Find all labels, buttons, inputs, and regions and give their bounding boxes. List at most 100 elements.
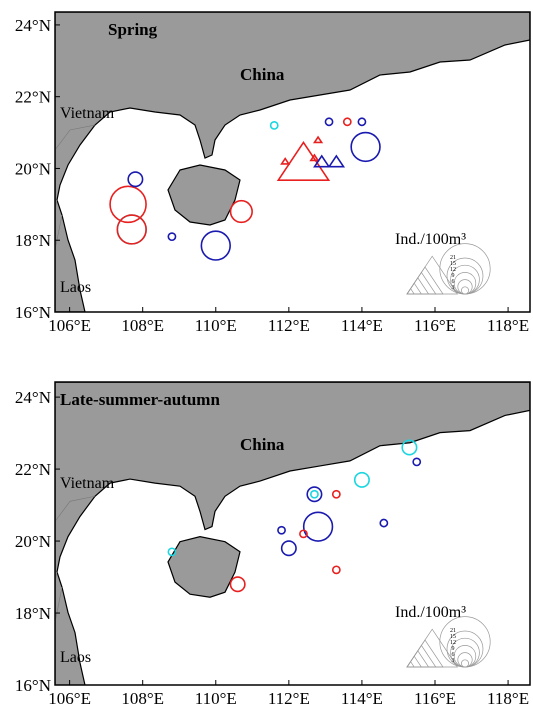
y-tick-label: 16°N bbox=[15, 303, 51, 322]
circle-marker bbox=[412, 457, 422, 467]
legend-triangle bbox=[406, 655, 423, 668]
circle-marker bbox=[277, 525, 286, 535]
legend-circle bbox=[453, 645, 477, 668]
circle-marker bbox=[353, 471, 370, 488]
legend-size-label: 9 bbox=[452, 646, 455, 652]
x-tick-label: 116°E bbox=[414, 689, 456, 708]
place-label: China bbox=[240, 435, 285, 454]
legend-triangle bbox=[406, 639, 444, 668]
x-tick-label: 112°E bbox=[268, 689, 310, 708]
legend-size-label: 9 bbox=[452, 273, 455, 279]
triangle-marker bbox=[327, 154, 346, 168]
circle-marker bbox=[109, 185, 147, 224]
circle-marker bbox=[342, 117, 352, 127]
circle-marker bbox=[401, 439, 418, 456]
circle-marker bbox=[280, 540, 297, 557]
y-tick-label: 18°N bbox=[15, 231, 51, 250]
legend-title: Ind./100m³ bbox=[395, 231, 466, 248]
legend-circle bbox=[461, 286, 469, 295]
circle-marker bbox=[357, 117, 367, 127]
legend-size-label: 12 bbox=[450, 267, 456, 273]
y-tick-label: 24°N bbox=[15, 388, 51, 407]
legend-size-label: 6 bbox=[452, 652, 455, 658]
x-tick-label: 110°E bbox=[195, 689, 237, 708]
x-tick-label: 114°E bbox=[341, 316, 383, 335]
legend-triangle bbox=[406, 277, 430, 295]
circle-marker bbox=[324, 117, 334, 127]
x-tick-label: 108°E bbox=[121, 316, 164, 335]
circle-marker bbox=[127, 171, 144, 188]
x-tick-label: 118°E bbox=[487, 689, 529, 708]
legend-size-label: 3 bbox=[452, 658, 455, 664]
legend-circle bbox=[439, 616, 491, 668]
y-tick-label: 22°N bbox=[15, 88, 51, 107]
circle-marker bbox=[167, 232, 177, 242]
x-tick-label: 116°E bbox=[414, 316, 456, 335]
legend-circle bbox=[439, 243, 491, 295]
x-tick-label: 114°E bbox=[341, 689, 383, 708]
triangle-marker bbox=[280, 157, 291, 165]
map-panel: 106°E 108°E 110°E 112°E 114°E 116°E 118°E 16°N 1… bbox=[15, 11, 531, 335]
x-tick-label: 108°E bbox=[121, 689, 164, 708]
x-tick-label: 112°E bbox=[268, 316, 310, 335]
circle-marker bbox=[331, 565, 341, 575]
circle-marker bbox=[379, 518, 389, 528]
circle-marker bbox=[350, 131, 381, 163]
legend-circle bbox=[461, 659, 469, 668]
legend-triangle bbox=[406, 660, 415, 668]
circle-marker bbox=[116, 214, 147, 245]
place-label: Laos bbox=[60, 649, 91, 666]
triangle-marker bbox=[312, 135, 324, 144]
place-label: Vietnam bbox=[60, 105, 115, 122]
circle-marker bbox=[269, 120, 279, 130]
y-tick-label: 22°N bbox=[15, 460, 51, 479]
triangle-marker bbox=[276, 140, 331, 181]
x-tick-label: 110°E bbox=[195, 316, 237, 335]
y-tick-label: 24°N bbox=[15, 16, 51, 35]
panel-title: Spring bbox=[108, 20, 158, 39]
legend-size-label: 21 bbox=[450, 628, 456, 634]
y-tick-label: 20°N bbox=[15, 159, 51, 178]
legend-triangle bbox=[406, 287, 415, 295]
legend-size-label: 12 bbox=[450, 640, 456, 646]
x-tick-label: 106°E bbox=[48, 689, 91, 708]
legend-triangle bbox=[406, 266, 444, 295]
legend-size-label: 15 bbox=[450, 261, 456, 267]
legend-title: Ind./100m³ bbox=[395, 604, 466, 621]
legend-size-label: 21 bbox=[450, 255, 456, 261]
x-tick-label: 118°E bbox=[487, 316, 529, 335]
panel-title: Late-summer-autumn bbox=[60, 390, 220, 409]
place-label: Vietnam bbox=[60, 475, 115, 492]
circle-marker bbox=[229, 576, 246, 593]
triangle-marker bbox=[309, 153, 320, 162]
map-frame bbox=[54, 11, 531, 313]
legend-triangle bbox=[406, 650, 430, 668]
circle-marker bbox=[310, 489, 319, 499]
place-label: China bbox=[240, 65, 285, 84]
legend-size-label: 15 bbox=[450, 634, 456, 640]
map-panel: 106°E 108°E 110°E 112°E 114°E 116°E 118°E 16°N 1… bbox=[15, 381, 531, 708]
map-area bbox=[55, 382, 530, 685]
triangle-marker bbox=[313, 154, 331, 168]
legend-circle bbox=[453, 272, 477, 295]
circle-marker bbox=[331, 489, 341, 499]
circle-marker bbox=[299, 529, 308, 539]
legend-triangle bbox=[406, 282, 423, 295]
legend-size-label: 3 bbox=[452, 285, 455, 291]
x-tick-label: 106°E bbox=[48, 316, 91, 335]
map-frame bbox=[54, 381, 531, 686]
legend-size-label: 6 bbox=[452, 279, 455, 285]
circle-marker bbox=[302, 511, 334, 542]
circle-marker bbox=[306, 486, 323, 503]
map-area bbox=[55, 12, 530, 312]
circle-marker bbox=[229, 199, 253, 224]
y-tick-label: 16°N bbox=[15, 676, 51, 695]
place-label: Laos bbox=[60, 279, 91, 296]
circle-marker bbox=[200, 230, 231, 261]
y-tick-label: 20°N bbox=[15, 532, 51, 551]
y-tick-label: 18°N bbox=[15, 604, 51, 623]
circle-marker bbox=[167, 547, 177, 557]
